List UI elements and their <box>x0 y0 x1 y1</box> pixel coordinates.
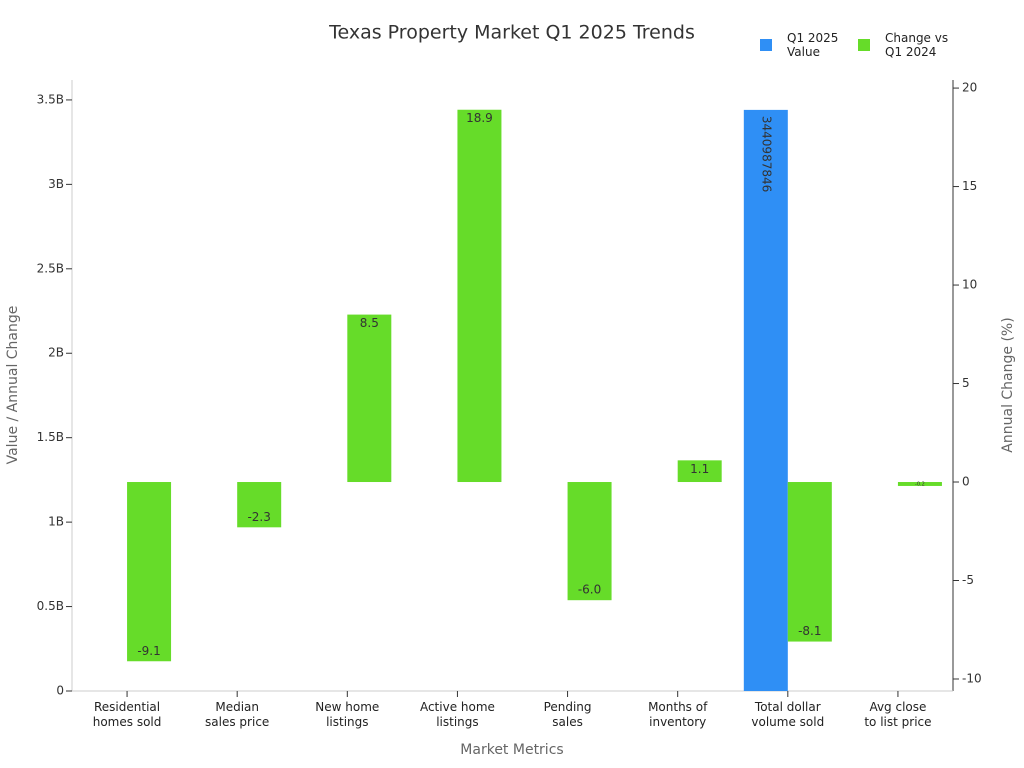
data-label: 18.9 <box>466 111 493 125</box>
y-axis-title: Value / Annual Change <box>5 306 21 465</box>
y-tick-label: 1B <box>48 515 64 529</box>
y2-tick-label: 0 <box>962 475 970 489</box>
bar <box>347 314 392 483</box>
y-tick-label: 0.5B <box>37 599 64 613</box>
x-tick-label: Residential homes sold <box>92 700 162 729</box>
bar <box>457 109 502 483</box>
x-tick-label: Avg close to list price <box>864 700 932 729</box>
data-label: -9.1 <box>137 644 160 658</box>
bar <box>567 482 612 601</box>
data-label: -0.2 <box>915 482 925 488</box>
data-label: -2.3 <box>247 510 270 524</box>
y2-tick-label: 20 <box>962 81 977 95</box>
data-label: 8.5 <box>360 316 379 330</box>
y2-tick-label: 15 <box>962 179 977 193</box>
data-label: 3440987846 <box>759 116 773 192</box>
legend-swatch <box>858 39 870 51</box>
legend-label: Q1 2025 Value <box>787 31 839 59</box>
x-tick-label: Pending sales <box>543 700 592 729</box>
y-tick-label: 1.5B <box>37 430 64 444</box>
y2-tick-label: -10 <box>962 671 982 685</box>
y-tick-label: 2B <box>48 346 64 360</box>
bar <box>127 482 172 662</box>
legend-label: Change vs Q1 2024 <box>885 31 949 59</box>
y-tick-label: 3.5B <box>37 92 64 106</box>
data-label: 1.1 <box>690 462 709 476</box>
y2-axis-title: Annual Change (%) <box>1000 317 1016 452</box>
data-label: -8.1 <box>798 624 821 638</box>
y-tick-label: 2.5B <box>37 261 64 275</box>
x-tick-label: Active home listings <box>419 700 495 729</box>
bar <box>743 109 788 691</box>
bar <box>237 482 282 528</box>
y-tick-label: 3B <box>48 177 64 191</box>
x-axis-title: Market Metrics <box>460 742 563 758</box>
legend-swatch <box>760 39 772 51</box>
x-tick-label: Total dollar volume sold <box>751 700 825 729</box>
x-tick-label: New home listings <box>315 700 380 729</box>
y2-tick-label: 5 <box>962 376 970 390</box>
x-tick-label: Median sales price <box>205 700 270 729</box>
y-tick-label: 0 <box>56 684 64 698</box>
y2-tick-label: 10 <box>962 278 977 292</box>
y2-tick-label: -5 <box>962 573 974 587</box>
bar <box>677 460 722 483</box>
data-label: -6.0 <box>578 583 601 597</box>
chart-title: Texas Property Market Q1 2025 Trends <box>328 22 695 44</box>
x-tick-label: Months of inventory <box>648 700 708 729</box>
bar <box>787 482 832 642</box>
bar <box>897 482 942 486</box>
